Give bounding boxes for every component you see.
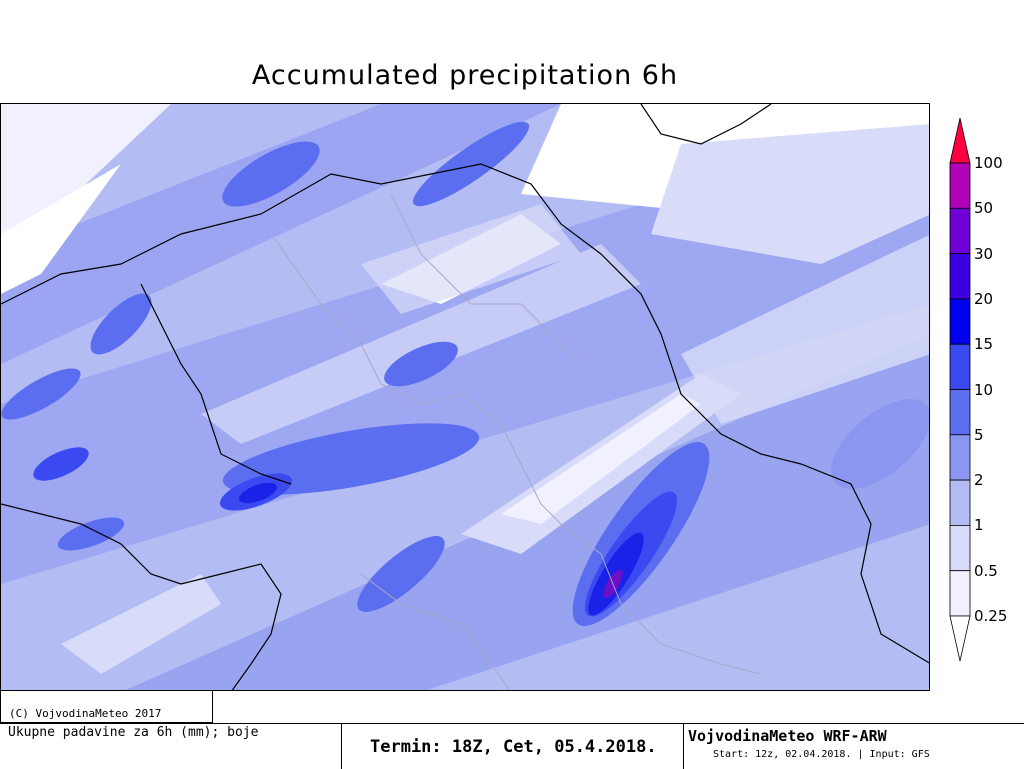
footer-start: Start: 12z, 02.04.2018. | Input: GFS [713,749,930,760]
legend-swatch-20 [949,253,971,300]
legend-swatch-10 [949,343,971,390]
legend-swatch-15 [949,298,971,345]
legend-label-2: 2 [974,471,984,490]
legend-swatch-5 [949,389,971,436]
footer-model: VojvodinaMeteo WRF-ARW [688,727,887,745]
precipitation-color-legend [949,118,971,662]
legend-swatch-0.25 [949,570,971,617]
map-title: Accumulated precipitation 6h [251,60,679,91]
legend-label-1: 1 [974,516,984,535]
copyright-text: (C) VojvodinaMeteo 2017 [9,707,162,720]
footer-bar: Ukupne padavine za 6h (mm); boje Termin:… [0,723,1024,769]
footer-description-cell: Ukupne padavine za 6h (mm); boje [0,724,342,769]
legend-swatch-2 [949,434,971,481]
legend-label-100: 100 [974,154,1003,172]
legend-swatch-50 [949,162,971,209]
footer-description: Ukupne padavine za 6h (mm); boje [8,725,259,740]
legend-label-30: 30 [974,244,994,263]
legend-arrow-bottom [949,615,971,662]
legend-label-10: 10 [974,380,994,399]
precipitation-map [0,103,930,691]
legend-arrow-top [949,118,971,164]
legend-label-20: 20 [974,289,994,308]
legend-label-0.5: 0.5 [974,561,998,580]
footer-term-cell [342,724,684,769]
legend-label-50: 50 [974,199,994,218]
legend-swatch-30 [949,207,971,255]
legend-swatch-0.5 [949,524,971,572]
legend-label-15: 15 [974,335,994,354]
legend-label-0.25: 0.25 [974,607,1008,625]
legend-label-5: 5 [974,425,984,444]
legend-swatch-1 [949,479,971,526]
precipitation-field [1,104,929,690]
copyright-box: (C) VojvodinaMeteo 2017 [0,691,213,723]
footer-term: Termin: 18Z, Cet, 05.4.2018. [370,737,657,757]
